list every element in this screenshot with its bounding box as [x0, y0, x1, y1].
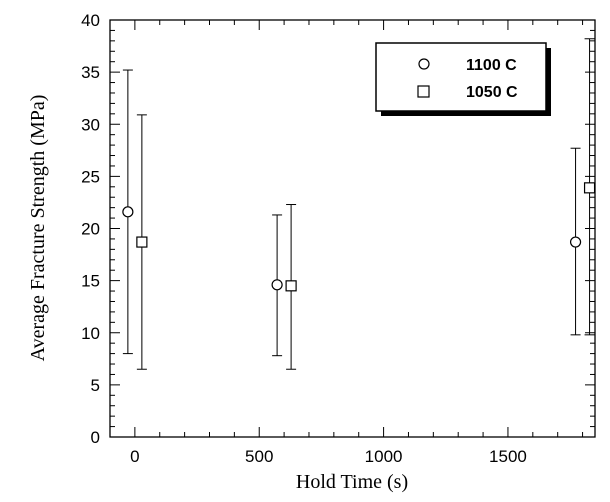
legend-label-1100c: 1100 C	[466, 57, 517, 74]
legend-box	[375, 42, 547, 112]
y-tick-label: 20	[81, 220, 100, 239]
y-tick-label: 10	[81, 324, 100, 343]
data-point-1100c	[122, 206, 134, 218]
tick-labels: 0 5 10 15 20 25 30 35 40 0 500 1000 1500	[81, 11, 527, 466]
data-point-1050c	[583, 182, 596, 194]
y-axis-title: Average Fracture Strength (MPa)	[27, 95, 49, 362]
y-tick-label: 5	[91, 376, 100, 395]
y-tick-label: 15	[81, 272, 100, 291]
x-tick-label: 1500	[489, 447, 527, 466]
data-point-1100c	[569, 236, 582, 248]
x-tick-label: 500	[245, 447, 273, 466]
x-tick-label: 0	[130, 447, 139, 466]
data-marks	[122, 38, 596, 370]
y-tick-label: 35	[81, 63, 100, 82]
data-point-1050c	[136, 236, 148, 248]
y-tick-label: 30	[81, 115, 100, 134]
y-tick-label: 25	[81, 167, 100, 186]
y-tick-label: 0	[91, 428, 100, 447]
legend-label-1050c: 1050 C	[466, 84, 518, 101]
data-point-1100c	[271, 279, 283, 291]
data-point-1050c	[285, 280, 297, 292]
legend: 1100 C 1050 C	[375, 42, 551, 116]
legend-circle-marker	[418, 58, 430, 70]
x-tick-label: 1000	[365, 447, 403, 466]
x-axis-title: Hold Time (s)	[296, 471, 408, 493]
y-tick-label: 40	[81, 11, 100, 30]
legend-square-marker	[417, 85, 430, 98]
